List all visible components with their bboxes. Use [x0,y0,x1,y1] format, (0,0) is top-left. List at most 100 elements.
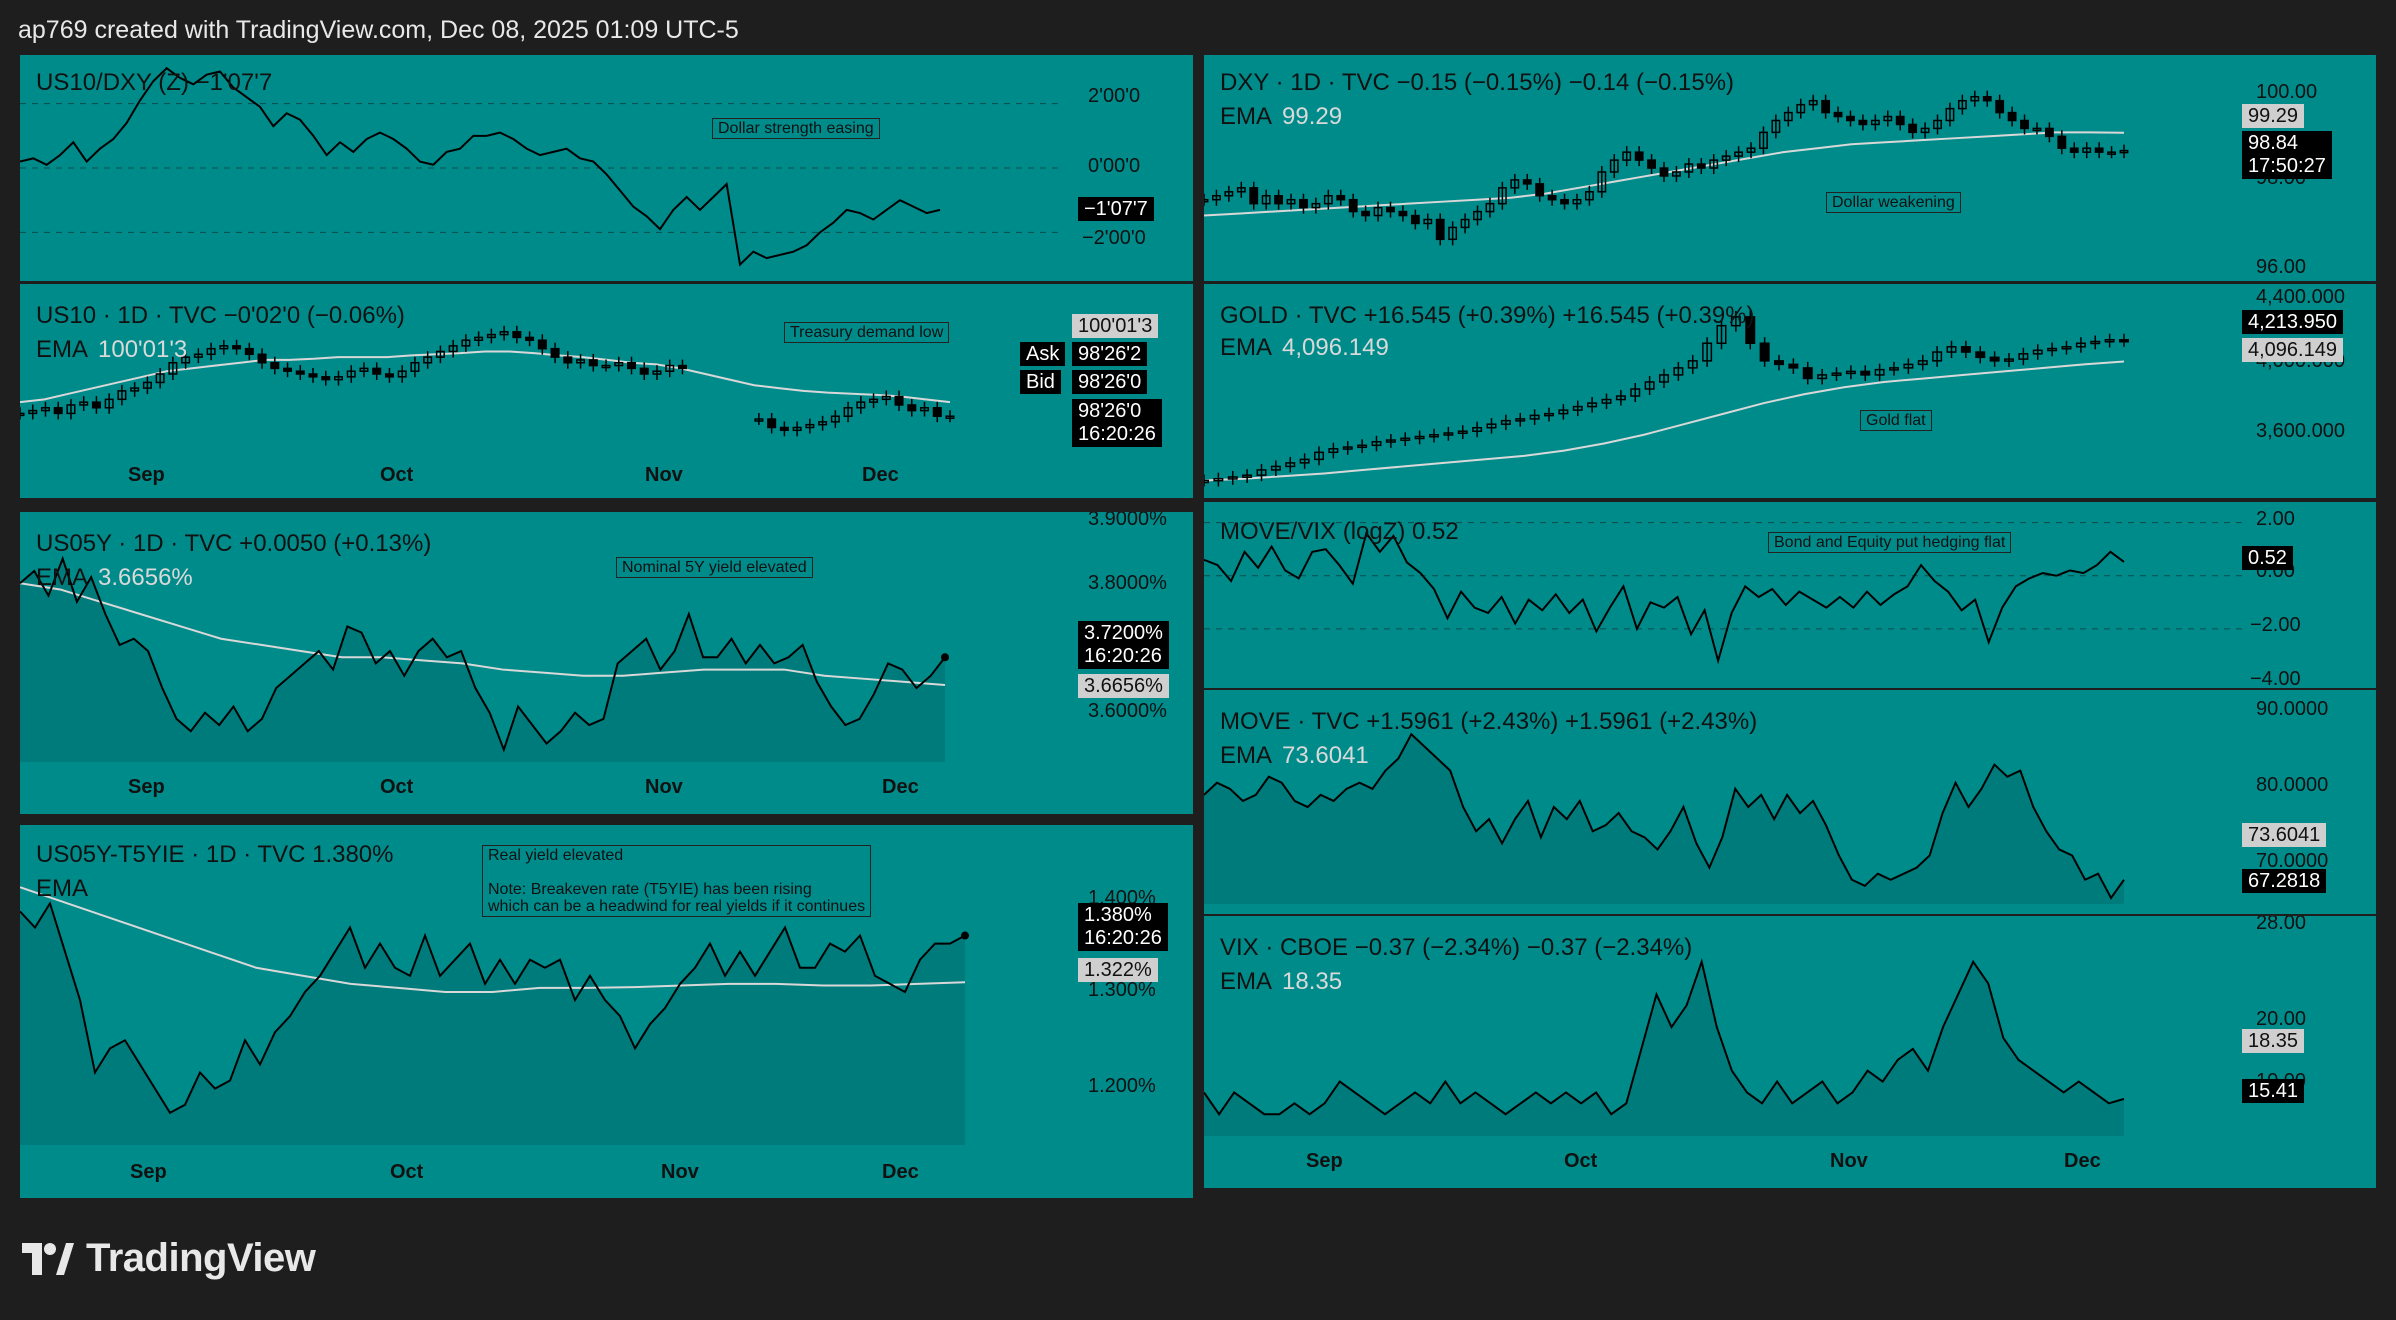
candle [206,347,216,356]
last-point [941,653,949,662]
candle [1783,111,1793,122]
candle [20,412,25,417]
candle [91,401,101,409]
panel-vix[interactable]: VIX · CBOE −0.37 (−2.34%) −0.37 (−2.34%)… [1204,916,2376,1188]
candle [168,361,178,375]
candle [2044,127,2054,138]
candle [1917,360,1928,366]
candle [1423,218,1433,225]
tag-last-gold: 4,213.950 [2242,310,2343,334]
annotation-movevix: Bond and Equity put hedging flat [1768,532,2012,553]
candle [257,353,267,364]
candle [2082,147,2092,153]
panel-us10[interactable]: US10 · 1D · TVC −0'02'0 (−0.06%) EMA 100'… [20,284,1193,498]
x-label-oct: Oct [380,776,414,798]
tradingview-logo[interactable]: TradingView [22,1236,316,1281]
candle [856,401,866,409]
tag-last-value: 98.84 [2248,132,2299,154]
ema-line [20,582,946,686]
candle [1709,159,1719,169]
title-us05y: US05Y · 1D · TVC +0.0050 (+0.13%) [36,530,432,557]
ema-value: 100'01'3 [98,336,188,363]
candle [79,401,89,406]
ema-line [20,886,966,993]
candle [435,350,445,358]
candle [1883,115,1893,122]
candle [1497,187,1507,205]
panel-us10dxy[interactable]: US10/DXY (Z) −1'07'7 Dollar strength eas… [20,55,1193,281]
panel-real-yield[interactable]: US05Y-T5YIE · 1D · TVC 1.380% EMA Real y… [20,825,1193,1198]
candle [1371,441,1382,447]
candle [219,345,229,350]
candle [1361,210,1371,217]
candle [1609,159,1619,173]
candle [1572,405,1583,411]
candle [1299,458,1310,464]
candle [1560,198,1569,205]
chart-dxy [1204,90,2129,246]
candle [1759,131,1768,149]
candle [1274,194,1284,205]
candle [1858,119,1868,126]
candle [1788,363,1799,369]
panel-us05y[interactable]: US05Y · 1D · TVC +0.0050 (+0.13%) EMA 3.6… [20,512,1193,814]
x-label-dec: Dec [862,464,899,486]
candle [818,421,828,426]
candle [308,373,318,378]
candle [499,331,509,336]
ema-us10: EMA 100'01'3 [36,336,187,364]
ema-label: EMA [1220,103,1273,130]
x-label-sep: Sep [1306,1150,1343,1172]
panel-movevix[interactable]: MOVE/VIX (logZ) 0.52 Bond and Equity put… [1204,502,2376,688]
candle [1960,346,1971,353]
panel-move[interactable]: MOVE · TVC +1.5961 (+2.43%) +1.5961 (+2.… [1204,690,2376,914]
candle [1647,159,1656,169]
tag-ema-us05y: 3.6656% [1078,674,1169,698]
candle [1945,107,1955,122]
tag-ema-gold: 4,096.149 [2242,338,2343,362]
axis-move-2: 70.0000 [2256,850,2329,872]
candle [1558,409,1569,415]
candle [1584,191,1594,201]
tradingview-logo-icon [22,1242,74,1275]
price-line [1204,958,2125,1116]
candle [181,356,191,364]
bid-value: 98'26'0 [1072,370,1148,394]
candle [1299,198,1308,209]
candle [563,356,573,364]
candle [1933,119,1942,130]
candle [1734,151,1744,157]
candle [1323,194,1333,205]
x-label-oct: Oct [1564,1150,1598,1172]
candle [2119,149,2129,154]
candle [1373,206,1383,217]
candle [448,345,458,353]
candle [474,336,484,341]
axis-real-2: 1.200% [1088,1075,1156,1097]
chart-us10dxy [20,66,1060,267]
annotation-gold: Gold flat [1860,410,1932,431]
candle [1659,167,1669,177]
ask-value: 98'26'2 [1072,342,1148,366]
candle [665,364,675,372]
candle [1908,123,1918,134]
panel-dxy[interactable]: DXY · 1D · TVC −0.15 (−0.15%) −0.14 (−0.… [1204,55,2376,281]
candle [1601,398,1612,404]
ema-value: 3.6656% [98,564,193,591]
candle [525,336,535,341]
candle [652,370,662,375]
panel-gold[interactable]: GOLD · TVC +16.545 (+0.39%) +16.545 (+0.… [1204,284,2376,498]
tag-last-move: 67.2818 [2242,869,2327,893]
x-label-oct: Oct [390,1161,424,1183]
tag-last-time: 16:20:26 [1078,423,1156,445]
candle [1224,191,1234,197]
x-label-nov: Nov [645,776,683,798]
price-line [1204,732,2125,900]
candle [1515,418,1526,422]
candle [881,395,891,401]
candle [779,426,789,432]
candle [1357,444,1368,449]
candle [1472,426,1483,432]
candle [486,333,496,339]
tag-ema-move: 73.6041 [2242,823,2327,847]
